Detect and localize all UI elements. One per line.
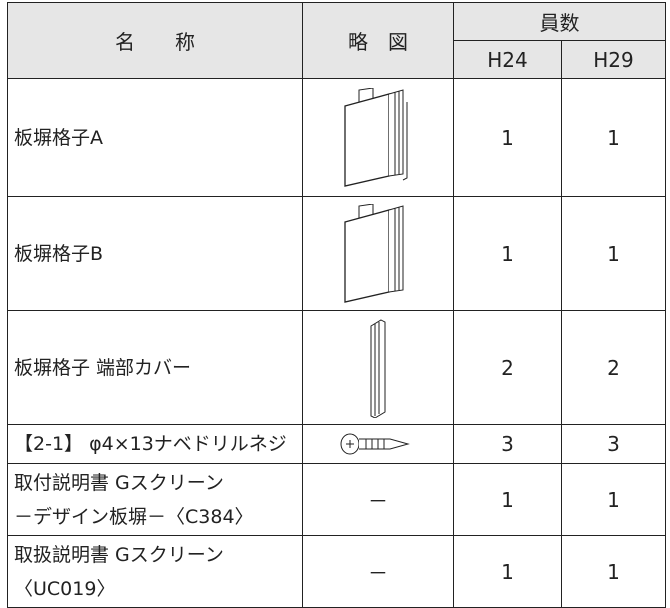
diagram xyxy=(302,424,454,464)
count-h29: 1 xyxy=(561,535,666,608)
count-h24: 1 xyxy=(453,463,562,536)
count-h24: 1 xyxy=(453,535,562,608)
count-h24: 2 xyxy=(453,310,562,425)
diagram xyxy=(302,78,454,197)
header-name: 名 称 xyxy=(7,2,303,79)
name-line: 取扱説明書 Gスクリーン xyxy=(14,543,224,566)
name-line: 板塀格子A xyxy=(14,126,103,149)
count-h29: 2 xyxy=(561,310,666,425)
table-row: 【2-1】 φ4×13ナベドリルネジ 3 3 xyxy=(7,424,666,464)
diagram xyxy=(302,196,454,311)
header-diagram: 略 図 xyxy=(302,2,454,79)
name-line: 板塀格子B xyxy=(14,242,104,265)
part-name: 板塀格子B xyxy=(7,196,303,311)
diagram: － xyxy=(302,463,454,536)
name-line: 【2-1】 φ4×13ナベドリルネジ xyxy=(14,433,287,455)
table-row: 板塀格子B 1 1 xyxy=(7,196,666,311)
header-h29: H29 xyxy=(561,40,666,79)
diagram xyxy=(302,310,454,425)
name-line: 〈UC019〉 xyxy=(14,577,116,600)
part-name: 取扱説明書 Gスクリーン 〈UC019〉 xyxy=(7,535,303,608)
part-name: 取付説明書 Gスクリーン －デザイン板塀－〈C384〉 xyxy=(7,463,303,536)
count-h24: 1 xyxy=(453,78,562,197)
part-name: 【2-1】 φ4×13ナベドリルネジ xyxy=(7,424,303,464)
part-name: 板塀格子A xyxy=(7,78,303,197)
table-row: 取扱説明書 Gスクリーン 〈UC019〉－ 1 1 xyxy=(7,535,666,608)
table-row: 板塀格子A 1 1 xyxy=(7,78,666,197)
header-count: 員数 xyxy=(453,2,666,41)
part-name: 板塀格子 端部カバー xyxy=(7,310,303,425)
name-line: 板塀格子 端部カバー xyxy=(14,356,192,379)
count-h24: 1 xyxy=(453,196,562,311)
name-line: 取付説明書 Gスクリーン xyxy=(14,471,224,494)
count-h29: 1 xyxy=(561,463,666,536)
diagram: － xyxy=(302,535,454,608)
count-h24: 3 xyxy=(453,424,562,464)
table-row: 取付説明書 Gスクリーン －デザイン板塀－〈C384〉－ 1 1 xyxy=(7,463,666,536)
parts-table: 名 称 略 図 員数 H24 H29 板塀格子A 1 1 板塀格子B 1 1 板塀格子 端部… xyxy=(7,2,666,608)
header-h24: H24 xyxy=(453,40,562,79)
count-h29: 3 xyxy=(561,424,666,464)
count-h29: 1 xyxy=(561,196,666,311)
name-line: －デザイン板塀－〈C384〉 xyxy=(14,505,254,528)
count-h29: 1 xyxy=(561,78,666,197)
table-row: 板塀格子 端部カバー 2 2 xyxy=(7,310,666,425)
